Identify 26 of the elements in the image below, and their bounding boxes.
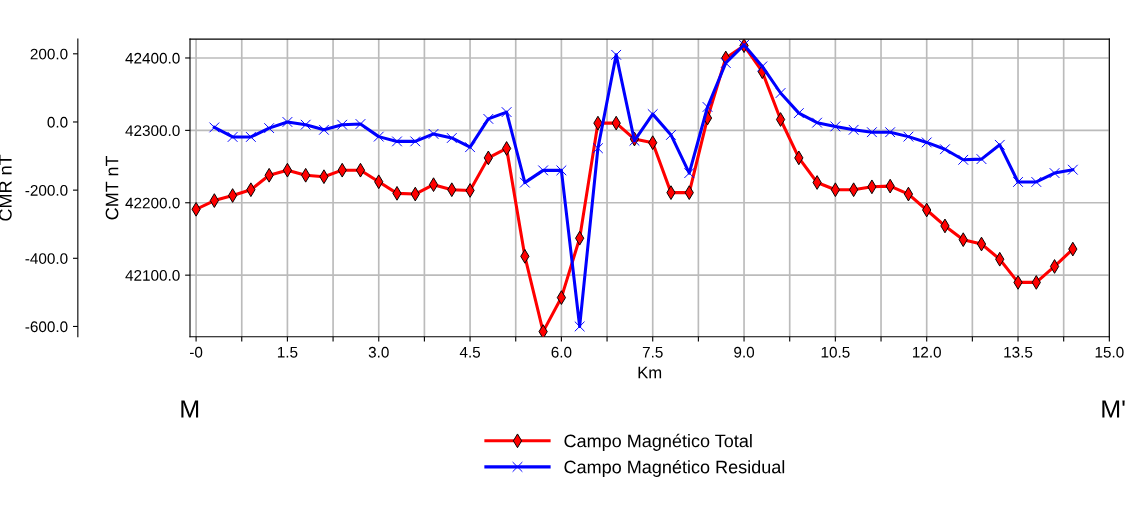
text: M [181, 400, 199, 418]
x-tick-label: 1.5 [277, 346, 298, 358]
y2-tick-label: 200.0 [30, 48, 68, 60]
x-tick-label: 12.0 [913, 346, 941, 358]
legend-label: Campo Magnético Residual [564, 459, 785, 477]
y-tick-label: 42300.0 [125, 125, 180, 137]
x-tick-label: 4.5 [459, 346, 481, 358]
x-axis-title: Km [638, 366, 662, 379]
y-axis-title: CMT nT [105, 155, 119, 220]
x-tick-label: 9.0 [734, 346, 755, 358]
y-tick-label: 42200.0 [125, 197, 180, 209]
x-tick-label: 3.0 [368, 346, 389, 358]
x-tick-label: 15.0 [1095, 346, 1124, 358]
text: M' [1102, 400, 1125, 418]
x-tick-label: -0 [189, 346, 203, 358]
y2-tick-label: 0.0 [47, 116, 68, 128]
y-tick-label: 42400.0 [125, 52, 180, 64]
x-tick-label: 7.5 [642, 346, 663, 358]
y2-tick-label: -400.0 [25, 253, 68, 264]
x-tick-label: 6.0 [551, 346, 572, 358]
y2-tick-label: -200.0 [25, 185, 68, 196]
legend-label: Campo Magnético Total [564, 433, 752, 451]
y2-tick-label: -600.0 [25, 321, 68, 333]
x-tick-label: 10.5 [821, 346, 850, 358]
x-tick-label: 13.5 [1004, 346, 1033, 358]
y-tick-label: 42100.0 [125, 270, 180, 281]
